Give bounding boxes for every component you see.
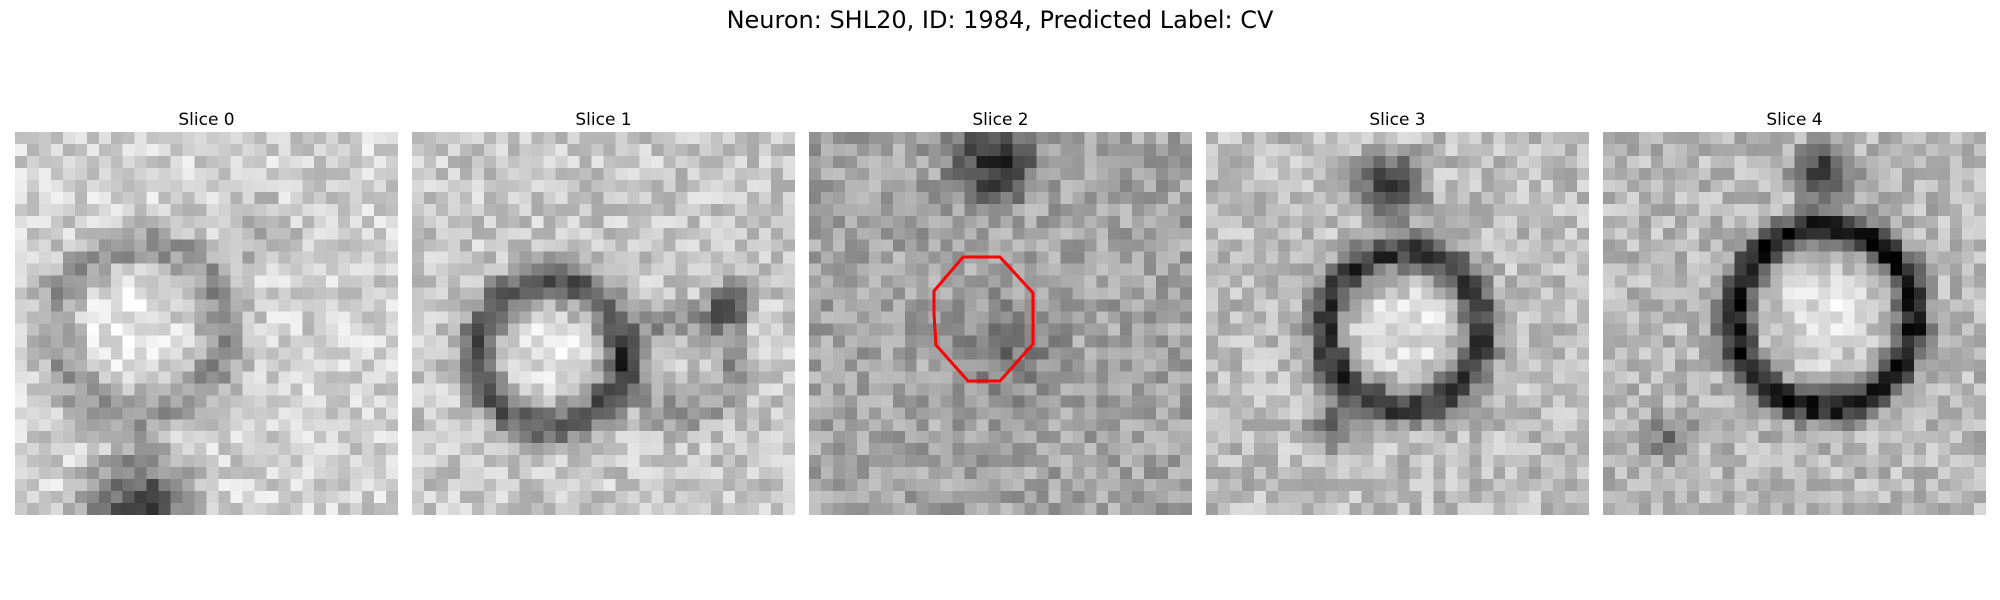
slice-title: Slice 3 — [1369, 110, 1426, 130]
roi-contour-overlay — [932, 255, 1035, 383]
roi-contour — [932, 255, 1035, 383]
slice-image — [412, 132, 795, 515]
slice-image — [1603, 132, 1986, 515]
slice-image — [809, 132, 1192, 515]
slice-panel-3: Slice 3 — [1206, 108, 1589, 515]
slice-title: Slice 1 — [575, 110, 632, 130]
slice-title: Slice 4 — [1766, 110, 1823, 130]
slice-image — [1206, 132, 1589, 515]
slice-panel-1: Slice 1 — [412, 108, 795, 515]
slice-panel-0: Slice 0 — [15, 108, 398, 515]
slice-image — [15, 132, 398, 515]
slice-title: Slice 2 — [972, 110, 1029, 130]
slice-title: Slice 0 — [178, 110, 235, 130]
figure-title: Neuron: SHL20, ID: 1984, Predicted Label… — [726, 6, 1274, 34]
slice-panel-4: Slice 4 — [1603, 108, 1986, 515]
slice-panel-2: Slice 2 — [809, 108, 1192, 515]
